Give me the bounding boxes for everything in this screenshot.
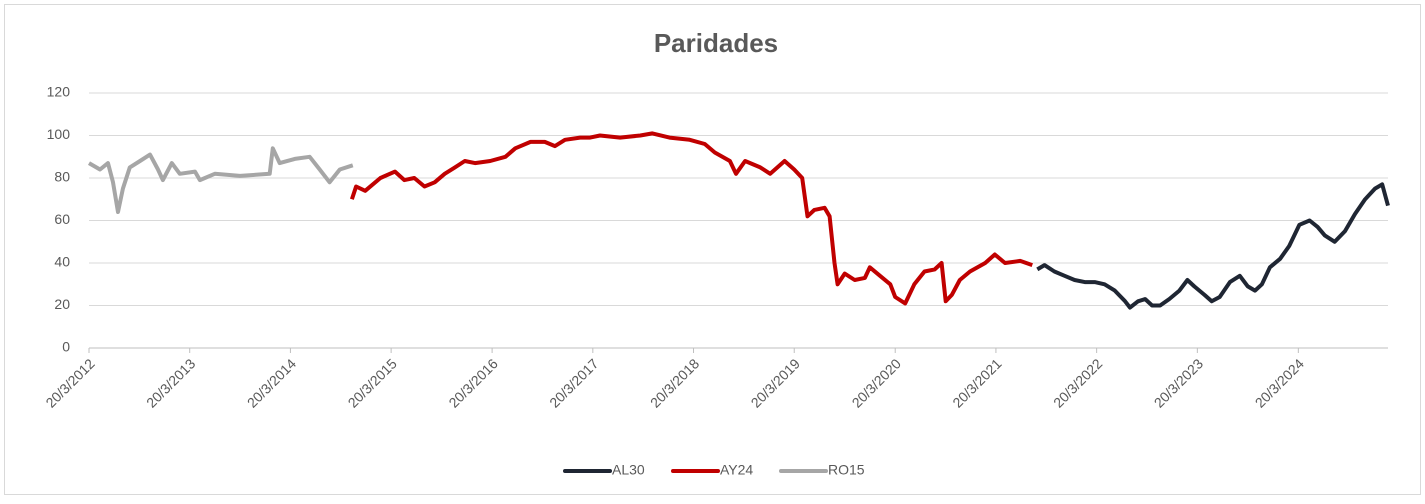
y-tick-label: 120 bbox=[47, 84, 71, 100]
legend-label: AL30 bbox=[612, 462, 645, 478]
series-line bbox=[1036, 182, 1390, 310]
y-tick-label: 100 bbox=[47, 126, 71, 142]
y-tick-label: 40 bbox=[54, 254, 70, 270]
y-tick-label: 60 bbox=[54, 211, 70, 227]
legend-label: AY24 bbox=[720, 462, 753, 478]
y-tick-label: 20 bbox=[54, 296, 70, 312]
chart-border bbox=[4, 4, 1421, 495]
series-line bbox=[349, 131, 1033, 306]
y-tick-label: 80 bbox=[54, 169, 70, 185]
chart-title: Paridades bbox=[654, 28, 778, 58]
y-tick-label: 0 bbox=[62, 339, 70, 355]
series-line bbox=[87, 146, 354, 214]
legend-label: RO15 bbox=[828, 462, 865, 478]
